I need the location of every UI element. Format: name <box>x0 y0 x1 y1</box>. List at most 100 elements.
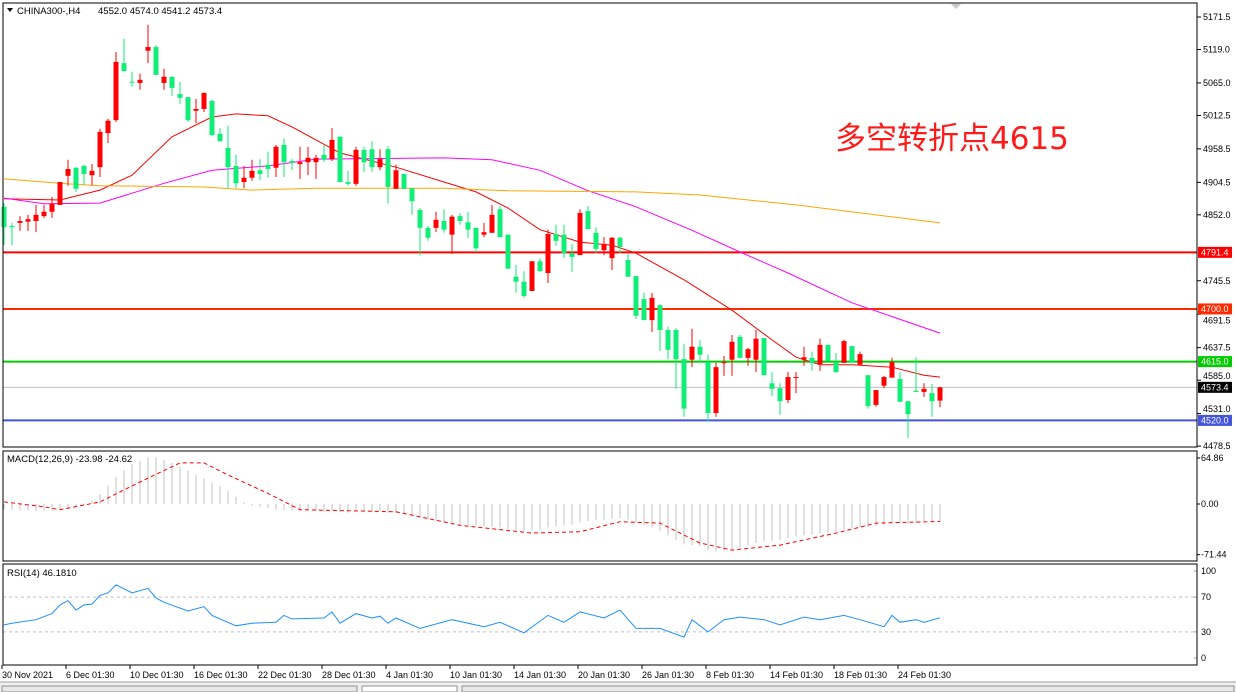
candle[interactable] <box>929 383 935 417</box>
candle[interactable] <box>369 141 375 173</box>
candle[interactable] <box>241 165 247 189</box>
candle[interactable] <box>633 276 639 319</box>
candle[interactable] <box>209 99 215 137</box>
candle[interactable] <box>625 253 631 277</box>
candle[interactable] <box>729 334 735 376</box>
candle[interactable] <box>217 128 223 142</box>
candle[interactable] <box>169 76 175 96</box>
candle[interactable] <box>481 222 487 238</box>
candle[interactable] <box>345 170 351 186</box>
chart-tab-active[interactable] <box>361 685 458 692</box>
candle[interactable] <box>97 128 103 178</box>
candle[interactable] <box>457 212 463 225</box>
chart-shift-marker-icon[interactable] <box>951 4 961 9</box>
candle[interactable] <box>553 224 559 246</box>
candle[interactable] <box>297 146 303 179</box>
candle[interactable] <box>833 352 839 373</box>
candle[interactable] <box>225 125 231 189</box>
candle[interactable] <box>537 258 543 272</box>
chart-tab[interactable] <box>461 685 1235 692</box>
candle[interactable] <box>417 208 423 256</box>
candle[interactable] <box>57 182 63 205</box>
candle[interactable] <box>705 354 711 422</box>
candle[interactable] <box>529 261 535 291</box>
candle[interactable] <box>193 99 199 124</box>
candle[interactable] <box>897 372 903 402</box>
candle[interactable] <box>601 237 607 256</box>
candle[interactable] <box>337 136 343 183</box>
candle[interactable] <box>545 229 551 283</box>
candle[interactable] <box>449 214 455 254</box>
candle[interactable] <box>857 351 863 365</box>
candle[interactable] <box>41 204 47 218</box>
candle[interactable] <box>473 227 479 252</box>
candle[interactable] <box>681 344 687 417</box>
candle[interactable] <box>577 209 583 256</box>
candle[interactable] <box>257 159 263 181</box>
candle[interactable] <box>265 151 271 178</box>
candle[interactable] <box>361 146 367 173</box>
candle[interactable] <box>153 45 159 75</box>
candle[interactable] <box>425 225 431 241</box>
candle[interactable] <box>585 206 591 230</box>
candle[interactable] <box>433 211 439 233</box>
candle[interactable] <box>617 237 623 254</box>
candle[interactable] <box>33 204 39 233</box>
candle[interactable] <box>593 227 599 254</box>
candle[interactable] <box>521 271 527 298</box>
candle[interactable] <box>801 346 807 366</box>
candle[interactable] <box>689 328 695 368</box>
candle[interactable] <box>777 383 783 415</box>
candle[interactable] <box>753 330 759 373</box>
candle[interactable] <box>249 159 255 181</box>
candle[interactable] <box>793 372 799 394</box>
candle[interactable] <box>569 243 575 272</box>
candle[interactable] <box>73 167 79 192</box>
candle[interactable] <box>721 356 727 376</box>
candle[interactable] <box>233 154 239 189</box>
candle[interactable] <box>465 211 471 238</box>
candle[interactable] <box>353 146 359 186</box>
candle[interactable] <box>25 214 31 231</box>
candle[interactable] <box>937 386 943 408</box>
candle[interactable] <box>641 292 647 321</box>
candle[interactable] <box>817 338 823 371</box>
price-pane[interactable] <box>1 24 1198 438</box>
candle[interactable] <box>913 357 919 392</box>
candle[interactable] <box>865 375 871 409</box>
candle[interactable] <box>873 390 879 407</box>
candle[interactable] <box>497 206 503 238</box>
candle[interactable] <box>385 146 391 204</box>
candle[interactable] <box>769 372 775 397</box>
candle[interactable] <box>401 173 407 189</box>
candle[interactable] <box>329 128 335 161</box>
candle[interactable] <box>1 203 7 246</box>
candle[interactable] <box>761 338 767 376</box>
candle[interactable] <box>649 292 655 332</box>
candle[interactable] <box>137 73 143 90</box>
candle[interactable] <box>673 328 679 389</box>
candle[interactable] <box>89 164 95 186</box>
candle[interactable] <box>513 264 519 293</box>
candle[interactable] <box>289 159 295 171</box>
candle[interactable] <box>665 326 671 360</box>
candle[interactable] <box>697 339 703 363</box>
candle[interactable] <box>505 234 511 269</box>
candle[interactable] <box>609 237 615 270</box>
candle[interactable] <box>889 357 895 378</box>
macd-pane[interactable] <box>3 457 941 552</box>
candle[interactable] <box>185 97 191 122</box>
candle[interactable] <box>561 224 567 259</box>
candle[interactable] <box>105 118 111 144</box>
candle[interactable] <box>489 204 495 233</box>
rsi-pane[interactable] <box>3 584 1197 638</box>
candle[interactable] <box>65 159 71 186</box>
candle[interactable] <box>377 149 383 171</box>
candle[interactable] <box>393 164 399 189</box>
candle[interactable] <box>657 303 663 352</box>
candle[interactable] <box>121 38 127 72</box>
candle[interactable] <box>113 51 119 122</box>
candle[interactable] <box>17 216 23 231</box>
dropdown-triangle-icon[interactable] <box>7 8 13 12</box>
candle[interactable] <box>841 339 847 363</box>
